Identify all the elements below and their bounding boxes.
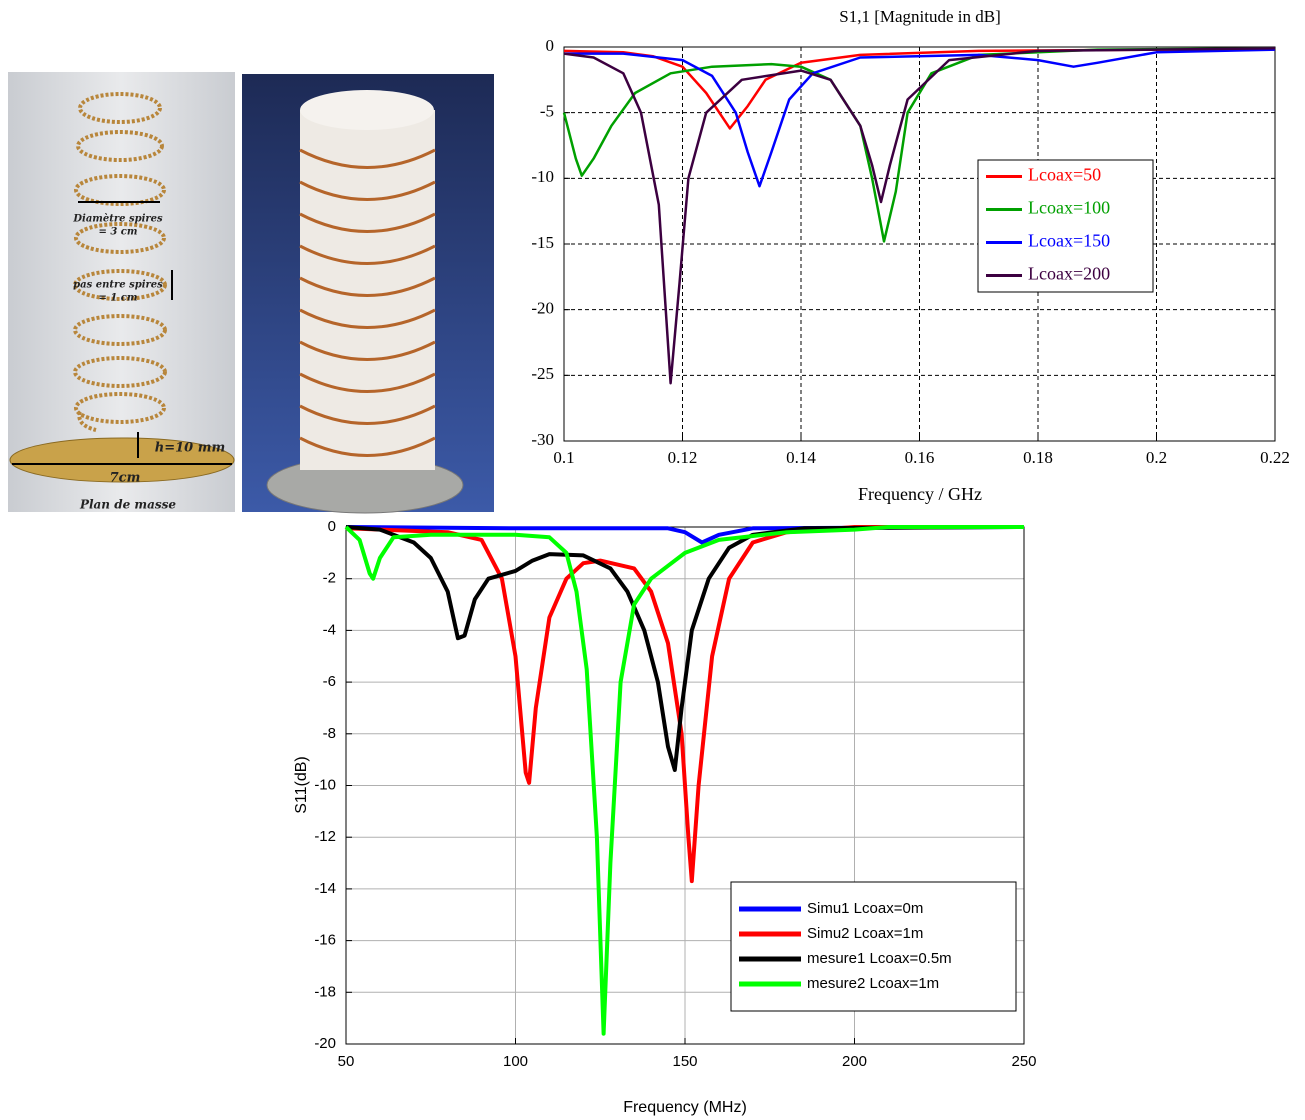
plot: 50 100 150 200 250 0 -2 -4 -6 -8 -10 -12 -14 -16 -18 -2… (314, 518, 1036, 1070)
photo-coil (299, 148, 436, 457)
y-tick-label: -30 (531, 430, 554, 449)
y-tick-label: -20 (531, 299, 554, 318)
x-tick-label: 50 (338, 1053, 355, 1070)
y-tick-label: -16 (314, 932, 336, 949)
y-tick-label: -2 (323, 570, 336, 587)
series-line (344, 525, 1024, 1036)
x-tick-label: 150 (672, 1053, 697, 1070)
legend-label: mesure1 Lcoax=0.5m (807, 950, 952, 967)
y-tick-label: -14 (314, 880, 336, 897)
y-tick-label: -12 (314, 828, 336, 845)
helix (73, 92, 167, 432)
legend-box (977, 159, 1154, 293)
series-line (345, 525, 1025, 545)
y-tick-label: -25 (531, 364, 554, 383)
antenna-photo (242, 74, 494, 514)
legend-label: Lcoax=100 (1028, 198, 1110, 218)
plot: 0.1 0.12 0.14 0.16 0.18 0.2 0.22 0 -5 -10 -15 -20 -2… (531, 36, 1290, 467)
diagram-label: = 3 cm (99, 227, 138, 238)
diagram-label: h=10 mm (155, 441, 225, 456)
legend-label: Lcoax=50 (1028, 165, 1101, 185)
y-axis-label: S11(dB) (293, 756, 310, 814)
y-tick-label: -18 (314, 983, 336, 1000)
x-tick-label: 0.18 (1023, 448, 1053, 467)
y-tick-label: -4 (323, 621, 336, 638)
plot-frame (563, 46, 1276, 442)
diagram-label: = 1 cm (99, 293, 138, 304)
y-tick-label: 0 (546, 36, 555, 55)
photo-cylinder (300, 110, 435, 470)
diagram-label: Plan de masse (79, 498, 176, 512)
x-tick-label: 0.16 (905, 448, 935, 467)
y-tick-label: -5 (540, 102, 554, 121)
y-tick-label: -6 (323, 673, 336, 690)
y-tick-label: -10 (531, 167, 554, 186)
x-tick-label: 0.2 (1146, 448, 1167, 467)
y-tick-label: -8 (323, 725, 336, 742)
ground-plane (9, 437, 235, 483)
x-tick-label: 0.12 (668, 448, 698, 467)
helix-diagram: Diamètre spires = 3 cm pas entre spires … (8, 72, 235, 512)
x-tick-label: 200 (842, 1053, 867, 1070)
series-line (345, 525, 1025, 772)
legend-box (730, 881, 1017, 1012)
chart-title: S1,1 [Magnitude in dB] (839, 7, 1001, 26)
legend-label: Simu2 Lcoax=1m (807, 925, 923, 942)
photo-top (300, 90, 434, 130)
series-line (345, 525, 1024, 884)
legend-label: Lcoax=150 (1028, 231, 1110, 251)
legend-label: mesure2 Lcoax=1m (807, 975, 939, 992)
plot-frame (345, 526, 1025, 1045)
diagram-label: 7cm (110, 471, 141, 486)
series-line (563, 47, 1276, 385)
legend-label: Simu1 Lcoax=0m (807, 900, 923, 917)
diagram-label: pas entre spires (73, 280, 163, 291)
y-tick-label: -15 (531, 233, 554, 252)
x-tick-label: 250 (1011, 1053, 1036, 1070)
diagram-label: Diamètre spires (72, 214, 163, 225)
series-line (564, 48, 1276, 188)
y-tick-label: -10 (314, 776, 336, 793)
x-axis-label: Frequency / GHz (858, 484, 982, 504)
y-tick-label: 0 (328, 518, 336, 535)
x-tick-label: 0.14 (786, 448, 816, 467)
legend-label: Lcoax=200 (1028, 264, 1110, 284)
x-tick-label: 0.1 (553, 448, 574, 467)
x-axis-label: Frequency (MHz) (623, 1099, 747, 1116)
x-tick-label: 0.22 (1260, 448, 1290, 467)
y-tick-label: -20 (314, 1035, 336, 1052)
x-tick-label: 100 (503, 1053, 528, 1070)
